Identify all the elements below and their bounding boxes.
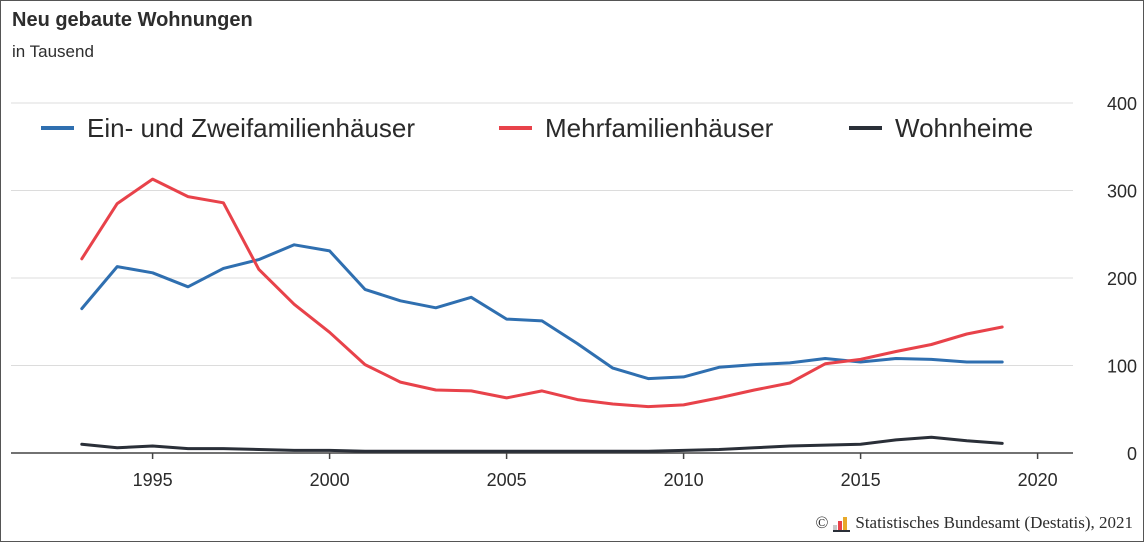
series-line-2: [80, 177, 1004, 409]
x-axis: 1995 2000 2005 2010 2015 2020: [11, 452, 1073, 490]
destatis-logo-icon: [833, 516, 851, 532]
legend-label-3: Wohnheime: [895, 113, 1033, 143]
copyright-notice: © Statistisches Bundesamt (Destatis), 20…: [815, 513, 1133, 533]
legend: Ein- und Zweifamilienhäuser Mehrfamilienh…: [41, 113, 1033, 143]
x-tick-label-2010: 2010: [664, 470, 704, 490]
x-tick-label-2005: 2005: [487, 470, 527, 490]
x-tick-label-1995: 1995: [133, 470, 173, 490]
legend-label-1: Ein- und Zweifamilienhäuser: [87, 113, 415, 143]
chart-title: Neu gebaute Wohnungen: [12, 9, 253, 31]
y-tick-label-400: 400: [1107, 94, 1137, 114]
chart-subtitle: in Tausend: [12, 42, 94, 61]
y-axis-ticks: 0 100 200 300 400: [1107, 94, 1137, 464]
copyright-text: Statistisches Bundesamt (Destatis), 2021: [855, 513, 1133, 532]
copyright-symbol: ©: [815, 513, 829, 532]
x-tick-label-2015: 2015: [841, 470, 881, 490]
y-tick-label-300: 300: [1107, 182, 1137, 202]
series-lines: [80, 177, 1004, 453]
x-tick-label-2020: 2020: [1018, 470, 1058, 490]
gridlines: [11, 102, 1073, 366]
y-tick-label-0: 0: [1127, 444, 1137, 464]
y-tick-label-200: 200: [1107, 269, 1137, 289]
series-line-3: [80, 435, 1004, 453]
legend-label-2: Mehrfamilienhäuser: [545, 113, 774, 143]
x-tick-label-2000: 2000: [310, 470, 350, 490]
y-tick-label-100: 100: [1107, 357, 1137, 377]
